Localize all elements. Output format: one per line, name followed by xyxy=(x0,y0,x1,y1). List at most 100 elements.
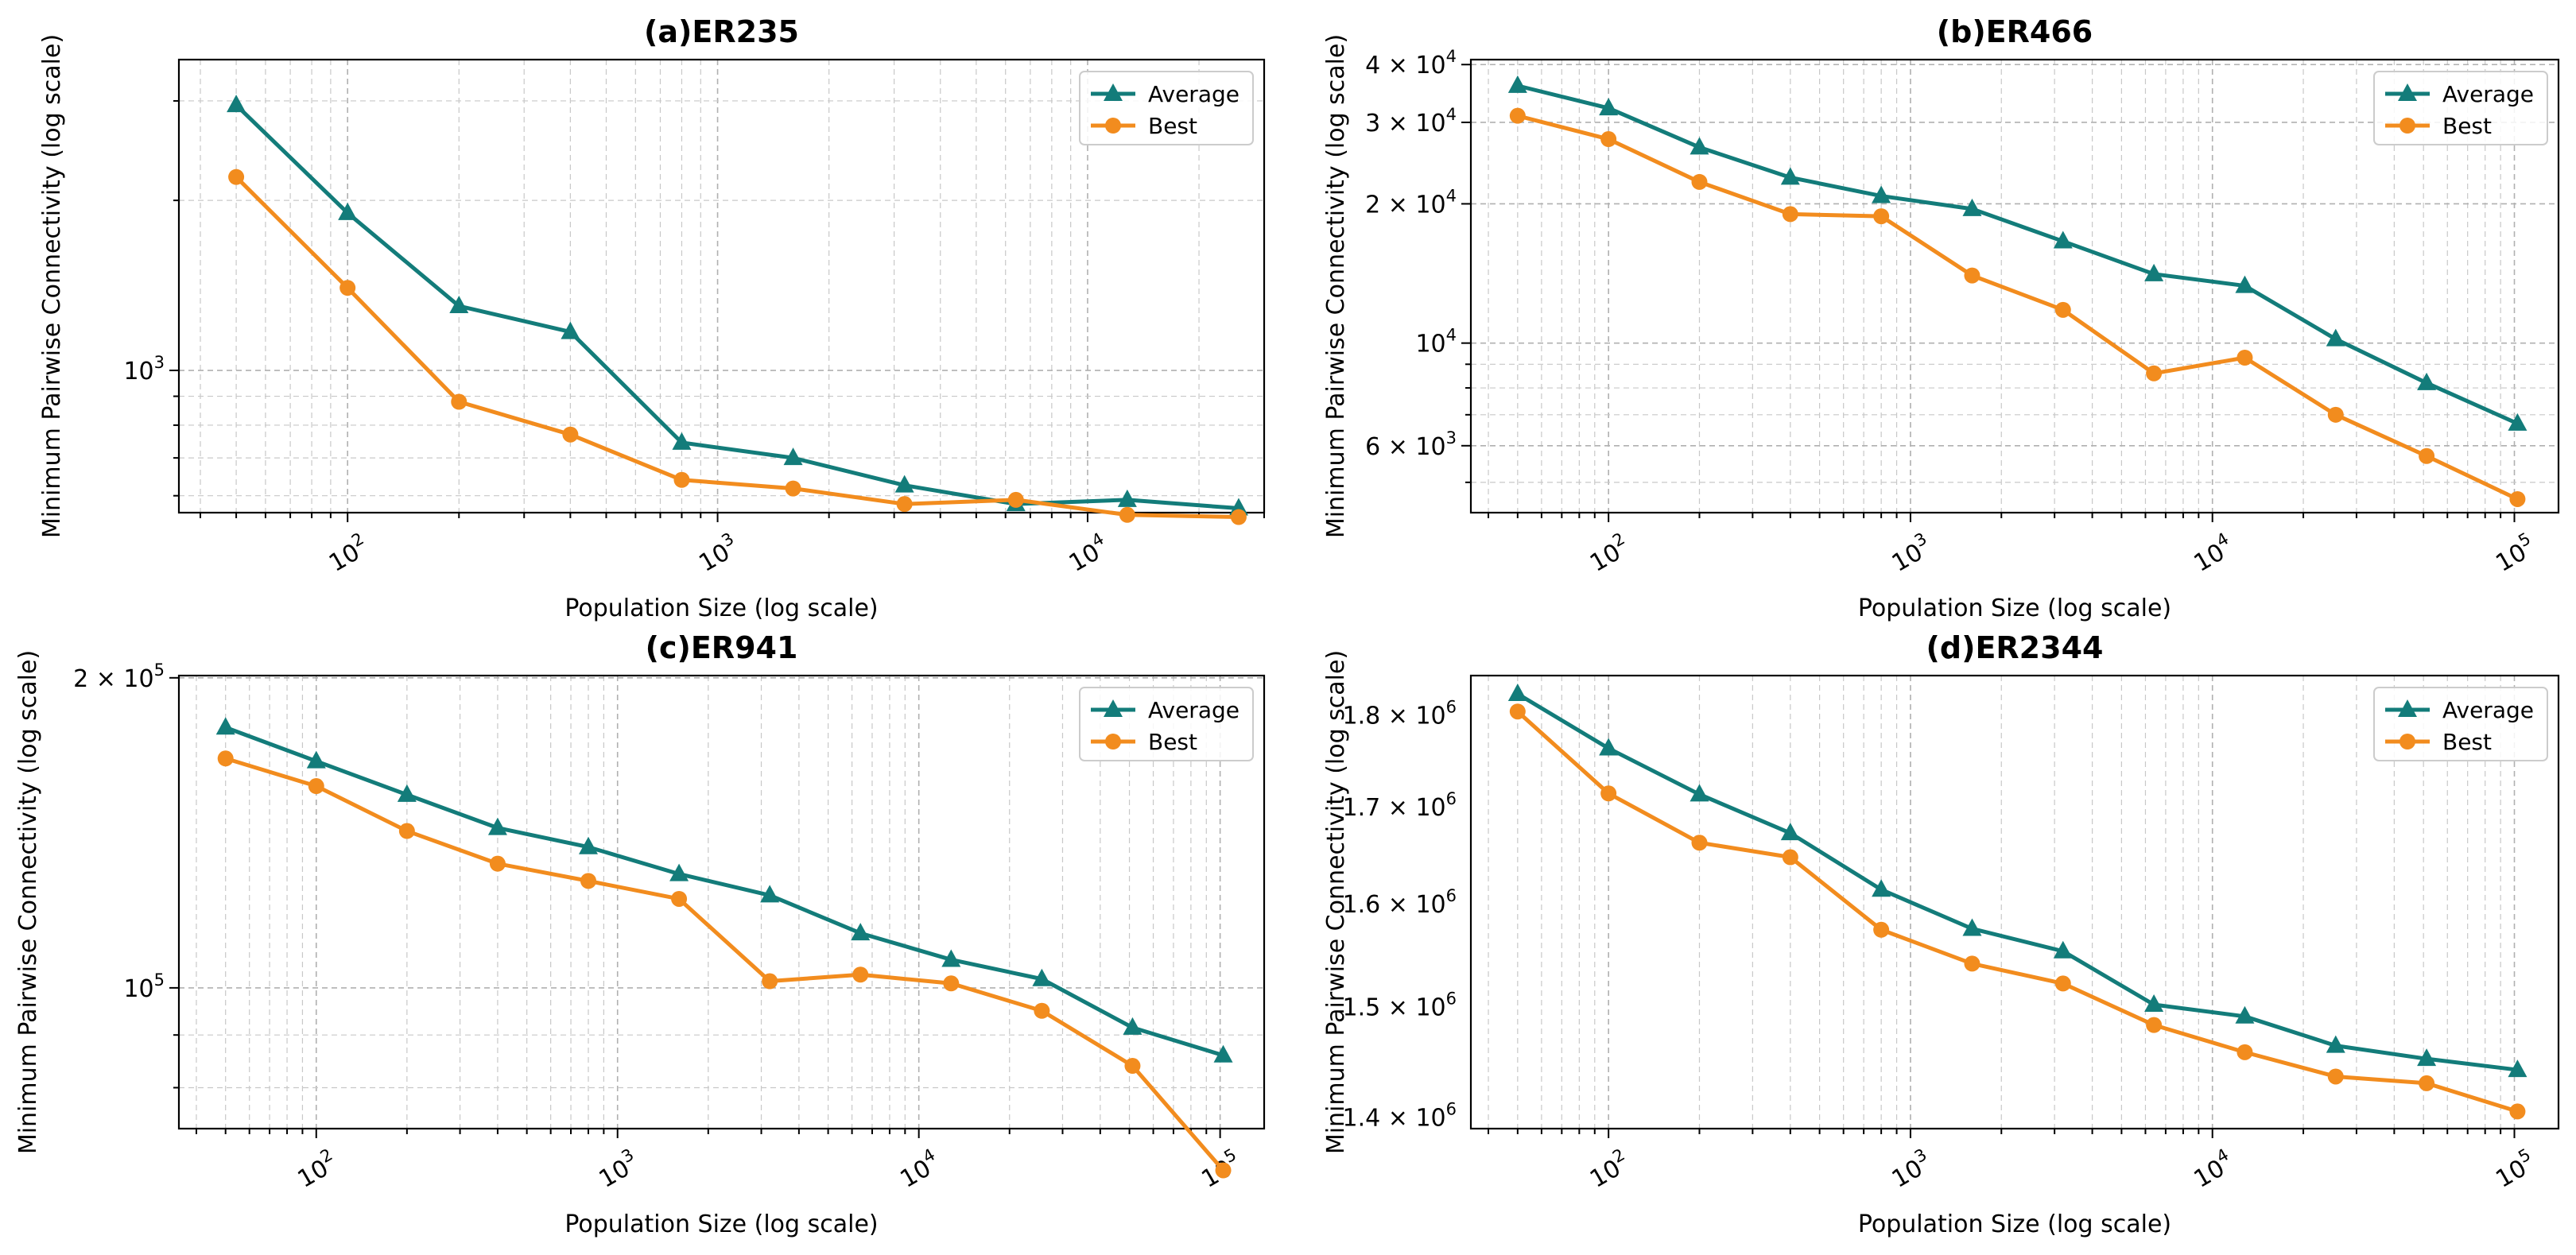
point-best xyxy=(1034,1002,1050,1019)
legend-label: Average xyxy=(2442,81,2534,107)
point-best xyxy=(1873,208,1890,225)
x-tick-label: 103 xyxy=(1885,529,1937,577)
point-average xyxy=(2417,372,2437,390)
point-best xyxy=(2419,1075,2435,1091)
point-average xyxy=(215,717,235,735)
y-tick-label: 6 × 103 xyxy=(1365,428,1457,461)
legend-label: Average xyxy=(2442,697,2534,723)
x-tick-label: 103 xyxy=(1885,1145,1937,1193)
point-average xyxy=(2417,1048,2437,1067)
point-average xyxy=(2144,263,2164,281)
point-best xyxy=(339,280,356,296)
grid xyxy=(179,676,1264,1129)
point-average xyxy=(1213,1044,1233,1063)
x-axis-label: Population Size (log scale) xyxy=(1858,595,2171,622)
x-tick-label: 104 xyxy=(1062,529,1114,577)
point-best xyxy=(228,168,245,185)
point-average xyxy=(338,202,358,220)
point-average xyxy=(894,474,914,493)
plot-frame xyxy=(1469,58,2560,514)
y-tick-label: 1.4 × 106 xyxy=(1343,1100,1457,1133)
point-best xyxy=(896,496,913,513)
point-average xyxy=(227,95,246,113)
y-tick-label: 4 × 104 xyxy=(1365,47,1457,79)
grid xyxy=(1471,60,2559,513)
point-average xyxy=(941,949,961,967)
point-average xyxy=(1507,684,1527,702)
legend-label: Best xyxy=(2442,113,2492,139)
chart-title: (c)ER941 xyxy=(646,630,798,665)
grid xyxy=(1488,676,2516,1129)
point-average xyxy=(1780,167,1800,185)
point-average xyxy=(2508,1059,2528,1078)
point-best xyxy=(2054,301,2071,318)
point-best xyxy=(1782,849,1798,866)
point-average xyxy=(487,817,507,835)
point-average xyxy=(561,321,580,339)
x-axis-label: Population Size (log scale) xyxy=(564,1210,878,1238)
point-best xyxy=(1230,509,1247,525)
point-best xyxy=(398,823,415,839)
point-average xyxy=(760,885,780,903)
point-average xyxy=(1123,1017,1143,1035)
x-tick-label: 102 xyxy=(291,1145,343,1193)
plot-frame xyxy=(177,674,1266,1130)
point-average xyxy=(851,923,871,941)
point-best xyxy=(2054,975,2071,992)
point-average xyxy=(669,863,689,881)
point-best xyxy=(2327,406,2344,423)
plot-frame xyxy=(1469,674,2560,1130)
y-tick-label: 1.7 × 106 xyxy=(1343,789,1457,822)
point-average xyxy=(2235,1005,2255,1024)
y-axis-label: Minimum Pairwise Connectivity (log scale… xyxy=(1322,34,1350,538)
x-tick-label: 105 xyxy=(2489,1145,2540,1193)
legend-label: Average xyxy=(1148,81,1240,107)
point-best xyxy=(943,975,960,992)
y-tick-label: 103 xyxy=(123,353,165,385)
point-best xyxy=(2327,1068,2344,1085)
point-average xyxy=(449,296,469,314)
point-average xyxy=(1872,879,1891,897)
legend-marker xyxy=(1104,699,1123,717)
point-best xyxy=(489,855,506,872)
point-average xyxy=(783,447,803,466)
series-line-average xyxy=(1517,83,2519,426)
legend-marker xyxy=(2399,734,2415,750)
chart-panel-d: (d)ER2344 102 103 104 105 1.8 × 106 1.7 × 106 1… xyxy=(1322,630,2560,1238)
point-best xyxy=(308,778,324,795)
x-tick-label: 104 xyxy=(2187,529,2239,577)
series-line-best xyxy=(1517,114,2519,502)
point-best xyxy=(580,873,597,889)
point-average xyxy=(1962,918,1982,936)
legend-label: Best xyxy=(2442,729,2492,755)
point-average xyxy=(2508,413,2528,431)
y-axis-label: Minimum Pairwise Connectivity (log scale… xyxy=(1322,650,1350,1154)
chart-panel-a: (a)ER235 102 103 104 103 Population Size (log… xyxy=(38,14,1266,622)
point-best xyxy=(2146,1017,2163,1033)
point-average xyxy=(1690,137,1709,155)
legend-marker xyxy=(1105,118,1121,134)
y-tick-label: 105 xyxy=(123,970,165,1003)
series-line-average xyxy=(1516,691,2518,1072)
legend-label: Best xyxy=(1148,113,1197,139)
y-tick-label: 1.5 × 106 xyxy=(1343,990,1457,1022)
legend-marker xyxy=(2398,699,2417,717)
point-best xyxy=(1691,173,1708,190)
point-best xyxy=(1007,491,1024,508)
point-average xyxy=(1780,823,1800,841)
legend-label: Average xyxy=(1148,697,1240,723)
y-tick-label: 1.6 × 106 xyxy=(1343,886,1457,919)
y-tick-label: 3 × 104 xyxy=(1365,105,1457,138)
legend: Average Best xyxy=(2373,687,2548,761)
y-tick-label: 1.8 × 106 xyxy=(1343,698,1457,730)
x-axis-label: Population Size (log scale) xyxy=(1858,1210,2171,1238)
point-best xyxy=(1691,835,1708,851)
legend: Average Best xyxy=(2373,71,2548,145)
legend-marker xyxy=(2398,83,2417,101)
point-best xyxy=(1509,107,1526,124)
point-best xyxy=(1215,1162,1232,1179)
point-best xyxy=(762,973,778,990)
series-line-best xyxy=(1516,710,2519,1114)
point-average xyxy=(2235,275,2255,293)
